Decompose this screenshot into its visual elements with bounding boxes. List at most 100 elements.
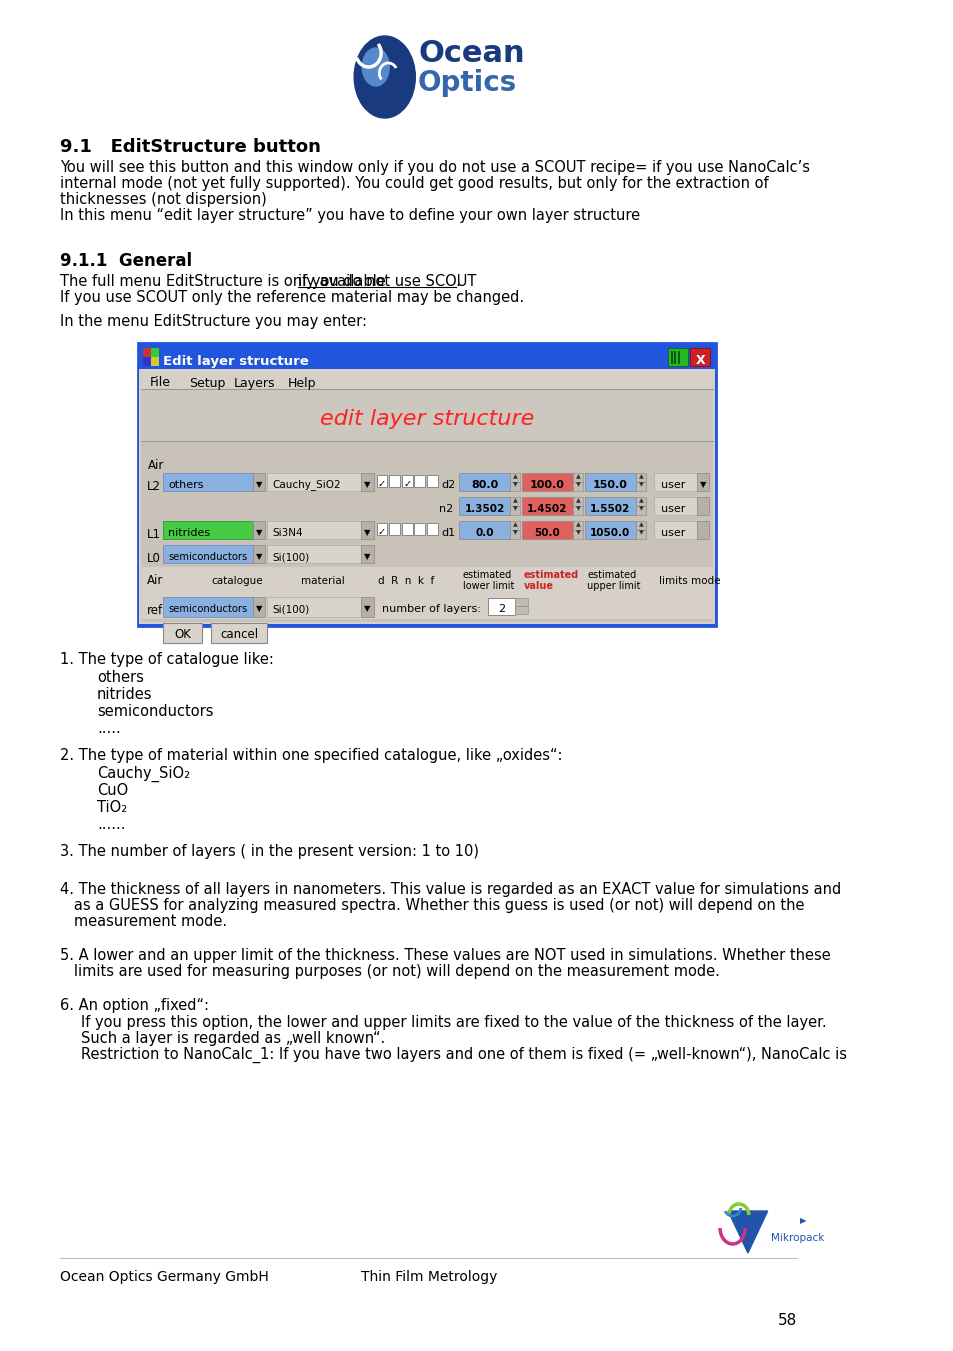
- Text: internal mode (not yet fully supported). You could get good results, but only fo: internal mode (not yet fully supported).…: [60, 176, 768, 190]
- Ellipse shape: [362, 49, 389, 86]
- Text: semiconductors: semiconductors: [97, 704, 213, 719]
- Text: Layers: Layers: [233, 377, 274, 389]
- Text: if you do not use SCOUT: if you do not use SCOUT: [298, 274, 476, 289]
- Bar: [572, 507, 583, 515]
- Text: Si(100): Si(100): [273, 604, 310, 613]
- Bar: [653, 497, 696, 515]
- Text: 2. The type of material within one specified catalogue, like „oxides“:: 2. The type of material within one speci…: [60, 748, 562, 763]
- Bar: [509, 507, 520, 515]
- Bar: [653, 473, 696, 490]
- Text: semiconductors: semiconductors: [168, 553, 247, 562]
- Text: ✓: ✓: [377, 480, 386, 489]
- Bar: [667, 349, 687, 366]
- Bar: [509, 497, 520, 507]
- Bar: [143, 349, 151, 357]
- Text: 1. The type of catalogue like:: 1. The type of catalogue like:: [60, 653, 274, 667]
- Text: limits are used for measuring purposes (or not) will depend on the measurement m: limits are used for measuring purposes (…: [60, 965, 720, 979]
- Bar: [267, 521, 361, 539]
- Text: Si3N4: Si3N4: [273, 528, 303, 538]
- Bar: [361, 521, 374, 539]
- Text: L1: L1: [147, 527, 160, 540]
- Text: X: X: [695, 354, 704, 367]
- Bar: [414, 476, 425, 486]
- Text: Such a layer is regarded as „well known“.: Such a layer is regarded as „well known“…: [81, 1031, 385, 1046]
- Text: edit layer structure: edit layer structure: [319, 409, 534, 430]
- Text: OK: OK: [173, 628, 191, 642]
- Bar: [459, 497, 509, 515]
- Bar: [427, 523, 437, 535]
- Text: TiO₂: TiO₂: [97, 800, 127, 815]
- Text: ▲: ▲: [512, 474, 517, 480]
- Text: 6. An option „fixed“:: 6. An option „fixed“:: [60, 998, 209, 1013]
- Text: n2: n2: [438, 504, 453, 513]
- Text: ✓: ✓: [403, 480, 411, 489]
- Polygon shape: [727, 1210, 767, 1252]
- Text: L2: L2: [147, 480, 160, 493]
- Text: ▲: ▲: [638, 499, 642, 504]
- Text: Help: Help: [288, 377, 315, 389]
- Bar: [509, 473, 520, 482]
- Bar: [515, 607, 527, 613]
- Text: Cauchy_SiO2: Cauchy_SiO2: [273, 480, 340, 490]
- Text: Air: Air: [148, 459, 165, 471]
- Bar: [509, 530, 520, 539]
- Bar: [459, 473, 509, 490]
- Bar: [163, 521, 253, 539]
- Text: You will see this button and this window only if you do not use a SCOUT recipe= : You will see this button and this window…: [60, 159, 809, 176]
- Bar: [141, 594, 712, 619]
- Text: 1.3502: 1.3502: [464, 504, 504, 513]
- Text: ▼: ▼: [575, 531, 579, 535]
- Text: ▼: ▼: [699, 481, 705, 489]
- Text: If you use SCOUT only the reference material may be changed.: If you use SCOUT only the reference mate…: [60, 290, 524, 305]
- Bar: [521, 473, 572, 490]
- Text: ▼: ▼: [364, 604, 371, 613]
- Bar: [389, 523, 399, 535]
- Bar: [572, 482, 583, 490]
- Text: ▲: ▲: [638, 474, 642, 480]
- Bar: [572, 521, 583, 530]
- Text: In this menu “edit layer structure” you have to define your own layer structure: In this menu “edit layer structure” you …: [60, 208, 639, 223]
- Bar: [584, 497, 635, 515]
- Bar: [151, 349, 159, 357]
- Text: Ocean: Ocean: [417, 38, 524, 68]
- Text: Si(100): Si(100): [273, 553, 310, 562]
- Text: 5. A lower and an upper limit of the thickness. These values are NOT used in sim: 5. A lower and an upper limit of the thi…: [60, 948, 830, 963]
- Text: ▲: ▲: [512, 523, 517, 527]
- Text: measurement mode.: measurement mode.: [60, 915, 227, 929]
- Text: 58: 58: [778, 1313, 797, 1328]
- Text: number of layers:: number of layers:: [381, 604, 480, 613]
- Bar: [267, 544, 361, 563]
- Text: 1050.0: 1050.0: [590, 528, 630, 538]
- Bar: [521, 497, 572, 515]
- Bar: [572, 473, 583, 482]
- Text: ▲: ▲: [638, 523, 642, 527]
- Bar: [572, 497, 583, 507]
- Bar: [143, 357, 151, 366]
- Bar: [141, 567, 712, 594]
- Text: user: user: [660, 504, 684, 513]
- Text: ▲: ▲: [512, 499, 517, 504]
- Text: 2: 2: [497, 604, 505, 613]
- Text: catalogue: catalogue: [211, 576, 263, 586]
- Text: ▲: ▲: [575, 523, 579, 527]
- Text: 1.4502: 1.4502: [527, 504, 567, 513]
- Text: In the menu EditStructure you may enter:: In the menu EditStructure you may enter:: [60, 313, 367, 330]
- Bar: [515, 598, 527, 607]
- Text: ▼: ▼: [638, 482, 642, 488]
- Bar: [253, 473, 265, 490]
- Bar: [635, 473, 646, 482]
- Bar: [141, 440, 712, 621]
- Bar: [253, 521, 265, 539]
- Ellipse shape: [354, 36, 415, 118]
- Text: Mikropack: Mikropack: [770, 1233, 823, 1243]
- Bar: [163, 473, 253, 490]
- Bar: [414, 523, 425, 535]
- Bar: [139, 369, 714, 389]
- Text: 150.0: 150.0: [593, 480, 627, 490]
- Text: limits mode: limits mode: [659, 576, 720, 586]
- Bar: [163, 597, 253, 617]
- Bar: [635, 497, 646, 507]
- Text: 80.0: 80.0: [471, 480, 497, 490]
- Text: CuO: CuO: [97, 784, 129, 798]
- Text: Restriction to NanoCalc_1: If you have two layers and one of them is fixed (= „w: Restriction to NanoCalc_1: If you have t…: [81, 1047, 846, 1063]
